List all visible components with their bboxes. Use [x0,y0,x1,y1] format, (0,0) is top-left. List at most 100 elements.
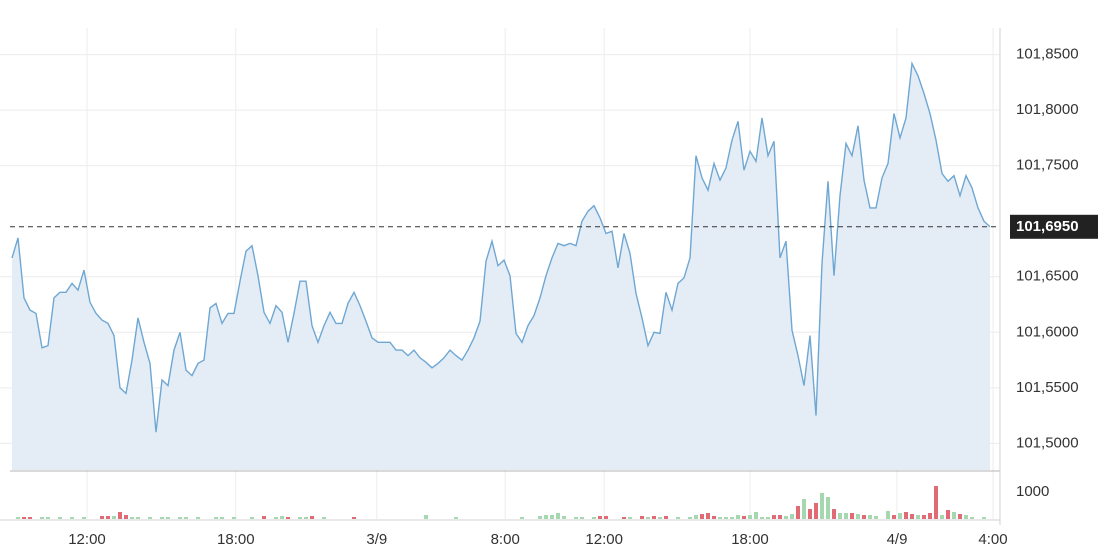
volume-bar [598,516,602,519]
volume-bar [274,517,278,519]
volume-bar [214,517,218,519]
volume-bar [196,517,200,519]
volume-bar [160,517,164,519]
volume-bar [910,514,914,519]
volume-bar [718,517,722,519]
volume-bar [100,516,104,519]
volume-bar [622,517,626,519]
x-tick-label: 8:00 [491,531,520,548]
y-tick-label: 101,6000 [1016,323,1079,340]
volume-bar [874,516,878,519]
volume-bar [964,515,968,519]
volume-bar [562,516,566,519]
volume-bar [112,516,116,519]
y-tick-label: 101,7500 [1016,157,1079,174]
volume-bar [676,517,680,519]
volume-bar [730,517,734,519]
volume-bar [982,517,986,519]
volume-bar [934,485,938,519]
x-tick-label: 4:00 [978,531,1007,548]
volume-bar [862,515,866,519]
volume-bar [574,517,578,519]
volume-bar [784,516,788,519]
volume-tick-label: 1000 [1016,483,1049,500]
volume-bar [970,517,974,519]
volume-bar [262,516,266,519]
volume-bar [250,517,254,519]
volume-bar [712,516,716,519]
current-price-box [1010,214,1098,239]
volume-bar [658,517,662,519]
volume-bar [724,517,728,519]
volume-bar [280,516,284,519]
volume-bar [178,517,182,519]
volume-bar [796,506,800,519]
volume-bar [550,515,554,519]
volume-bar [766,517,770,519]
volume-bar [592,517,596,519]
volume-bar [520,517,524,519]
volume-bar [790,514,794,519]
x-tick-label: 3/9 [366,531,387,548]
current-price-label: 101,6950 [1016,218,1079,235]
volume-bar [778,515,782,519]
volume-bar [454,517,458,519]
volume-bar [124,515,128,519]
volume-bar [286,517,290,519]
volume-bar [130,517,134,519]
volume-bar [688,517,692,519]
volume-bar [820,492,824,519]
volume-bar [82,517,86,519]
y-tick-label: 101,5500 [1016,379,1079,396]
y-tick-label: 101,8500 [1016,46,1079,63]
volume-bar [106,516,110,519]
volume-bar [640,516,644,519]
volume-bar [706,513,710,519]
volume-bar [742,516,746,519]
volume-bar [772,515,776,519]
volume-bar [748,515,752,519]
volume-bar [940,515,944,519]
volume-bar [538,516,542,519]
volume-bar [220,517,224,519]
volume-bar [16,517,20,519]
volume-bar [952,512,956,519]
volume-bar [28,517,32,519]
volume-bar [700,514,704,519]
area [12,63,990,470]
volume-bar [46,517,50,519]
volume-bar [904,512,908,519]
x-tick-label: 18:00 [217,531,255,548]
volume-bar [604,516,608,519]
volume-bar [580,517,584,519]
volume-bar [58,517,62,519]
x-tick-label: 18:00 [731,531,769,548]
x-tick-label: 12:00 [585,531,623,548]
volume-bar [148,517,152,519]
volume-bar [868,515,872,519]
volume-bar [556,513,560,519]
volume-bar [136,517,140,519]
volume-bar [922,515,926,519]
volume-bar [916,515,920,519]
y-tick-label: 101,6500 [1016,268,1079,285]
volume-bar [832,509,836,519]
volume-bar [322,517,326,519]
price-line [11,61,991,433]
volume-bar [166,517,170,519]
volume-bar [958,514,962,519]
volume-bar [844,513,848,519]
volume-bar [310,516,314,519]
volume-bar [304,517,308,519]
volume-bar [628,517,632,519]
volume-bar [928,513,932,519]
volume-bar [544,515,548,519]
volume-bar [736,515,740,519]
volume-bar [664,516,668,519]
volume-bar [850,513,854,519]
volume-bar [946,510,950,519]
volume-bar [814,502,818,519]
volume-bar [892,515,896,519]
volume-bar [70,517,74,519]
